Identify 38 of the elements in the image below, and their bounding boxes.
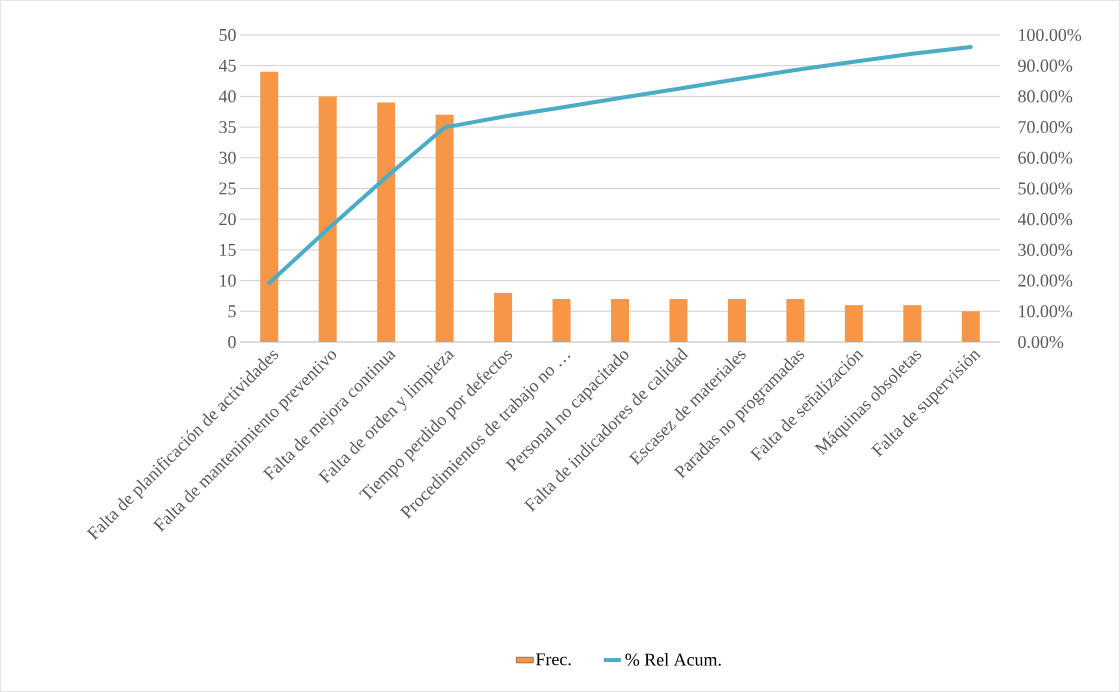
y-tick-label: 10	[220, 274, 236, 287]
y2-tick-label: 50.00%	[1018, 182, 1073, 195]
bar	[435, 114, 454, 342]
y2-tick-label: 0.00%	[1018, 335, 1064, 349]
bar	[786, 299, 805, 342]
y-tick-label: 5	[228, 305, 236, 318]
bar	[494, 292, 513, 342]
y2-tick-label: 60.00%	[1018, 151, 1073, 164]
bar	[260, 71, 279, 342]
y-tick-label: 45	[218, 59, 236, 72]
bar	[903, 305, 922, 342]
y2-tick-label: 70.00%	[1018, 121, 1073, 134]
y2-tick-label: 10.00%	[1019, 305, 1073, 318]
bar	[318, 96, 337, 342]
y-tick-label: 0	[228, 335, 236, 349]
y-tick-label: 40	[218, 90, 236, 103]
bar	[611, 299, 629, 342]
legend-label: % Rel Acum.	[625, 653, 721, 666]
bar	[669, 299, 688, 342]
bar	[552, 299, 571, 342]
y-tick-label: 35	[219, 121, 236, 134]
y2-tick-label: 40.00%	[1017, 213, 1073, 226]
y-tick-label: 30	[219, 151, 236, 164]
legend-label: Frec.	[536, 653, 571, 666]
bar	[377, 102, 396, 342]
y2-tick-label: 20.00%	[1018, 274, 1073, 287]
y2-tick-label: 90.00%	[1018, 59, 1073, 72]
y2-tick-label: 80.00%	[1018, 90, 1073, 103]
y-tick-label: 15	[220, 243, 236, 256]
y-tick-label: 25	[219, 182, 236, 195]
y2-tick-label: 30.00%	[1018, 243, 1073, 256]
bar	[844, 305, 863, 342]
bar	[961, 311, 980, 342]
bar	[727, 299, 746, 342]
y2-tick-label: 100.00%	[1019, 28, 1082, 42]
y-tick-label: 50	[219, 28, 236, 42]
line-series	[267, 44, 973, 286]
y-tick-label: 20	[219, 213, 236, 226]
